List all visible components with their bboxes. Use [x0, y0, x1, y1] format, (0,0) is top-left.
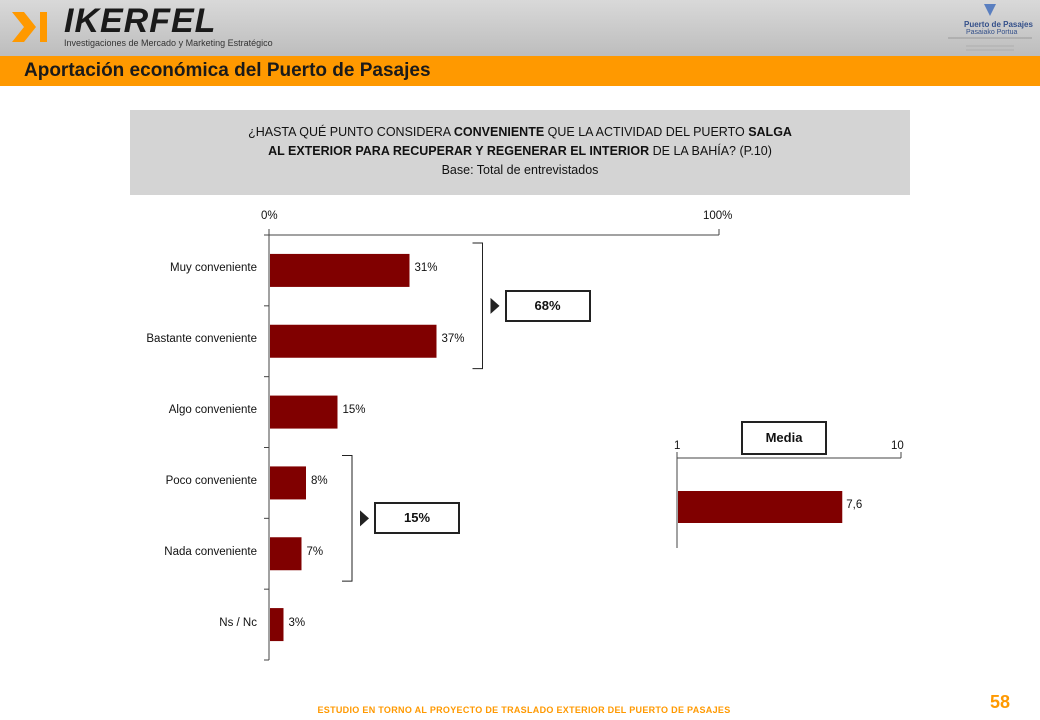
bar-nada-conveniente	[270, 537, 302, 571]
value-label: 15%	[342, 404, 366, 417]
port-logo-icon	[948, 4, 1032, 51]
group-arrow-icon	[490, 297, 500, 314]
brand-name: IKERFEL	[64, 2, 217, 40]
group-bracket	[342, 455, 353, 582]
x-tick-label: 100%	[703, 210, 733, 222]
value-label: 7%	[306, 545, 324, 558]
port-name-basque: Pasaiako Portua	[966, 29, 1018, 36]
value-label: 37%	[441, 333, 465, 346]
question-text: DE LA BAHÍA? (P.10)	[649, 144, 772, 158]
media-title: Media	[765, 430, 803, 445]
value-label: 31%	[414, 262, 438, 275]
question-emphasis: AL EXTERIOR PARA RECUPERAR Y REGENERAR E…	[268, 144, 650, 158]
question-box: ¿HASTA QUÉ PUNTO CONSIDERA CONVENIENTE Q…	[130, 110, 910, 195]
question-text: QUE LA ACTIVIDAD DEL PUERTO	[544, 125, 749, 139]
page-title: Aportación económica del Puerto de Pasaj…	[24, 60, 431, 81]
category-label: Poco conveniente	[165, 474, 257, 487]
question-emphasis: CONVENIENTE	[453, 125, 545, 139]
question-text: ¿HASTA QUÉ PUNTO CONSIDERA	[248, 125, 454, 139]
bar-muy-conveniente	[270, 253, 410, 287]
media-title-box: Media	[741, 421, 827, 455]
category-label: Nada conveniente	[164, 545, 257, 558]
media-bar	[678, 491, 843, 523]
media-x-tick-label: 10	[891, 440, 904, 452]
bar-poco-conveniente	[270, 466, 306, 500]
bar-algo-conveniente	[270, 395, 338, 429]
question-base: Base: Total de entrevistados	[441, 163, 599, 177]
group-arrow-icon	[360, 510, 369, 527]
value-label: 8%	[311, 474, 328, 487]
group-total-label: 15%	[403, 510, 431, 526]
value-label: 3%	[288, 616, 306, 629]
x-tick-label: 0%	[261, 210, 278, 222]
media-value-label: 7,6	[846, 499, 863, 511]
media-x-tick-label: 1	[674, 440, 681, 452]
ikerfel-logo-icon	[12, 12, 47, 42]
question-emphasis: SALGA	[748, 125, 792, 139]
footer-study-title: ESTUDIO EN TORNO AL PROYECTO DE TRASLADO…	[317, 705, 731, 715]
category-label: Ns / Nc	[219, 616, 257, 629]
bar-ns-nc	[270, 608, 284, 642]
group-bracket	[472, 242, 483, 370]
brand-tagline: Investigaciones de Mercado y Marketing E…	[64, 38, 273, 48]
port-name: Puerto de Pasajes	[964, 20, 1033, 29]
group-total-box-no-conveniente: 15%	[374, 502, 460, 535]
group-total-label: 68%	[534, 297, 561, 313]
group-total-box-conveniente: 68%	[504, 289, 591, 322]
title-bar	[0, 56, 1040, 86]
header-bar: IKERFEL Investigaciones de Mercado y Mar…	[0, 0, 1040, 56]
page-number: 58	[990, 692, 1011, 712]
category-label: Algo conveniente	[168, 404, 257, 417]
bar-bastante-conveniente	[270, 324, 437, 358]
category-label: Muy conveniente	[170, 262, 257, 275]
question-line-2: AL EXTERIOR PARA RECUPERAR Y REGENERAR E…	[130, 144, 910, 158]
category-label: Bastante conveniente	[146, 333, 257, 346]
question-line-1: ¿HASTA QUÉ PUNTO CONSIDERA CONVENIENTE Q…	[130, 125, 910, 139]
